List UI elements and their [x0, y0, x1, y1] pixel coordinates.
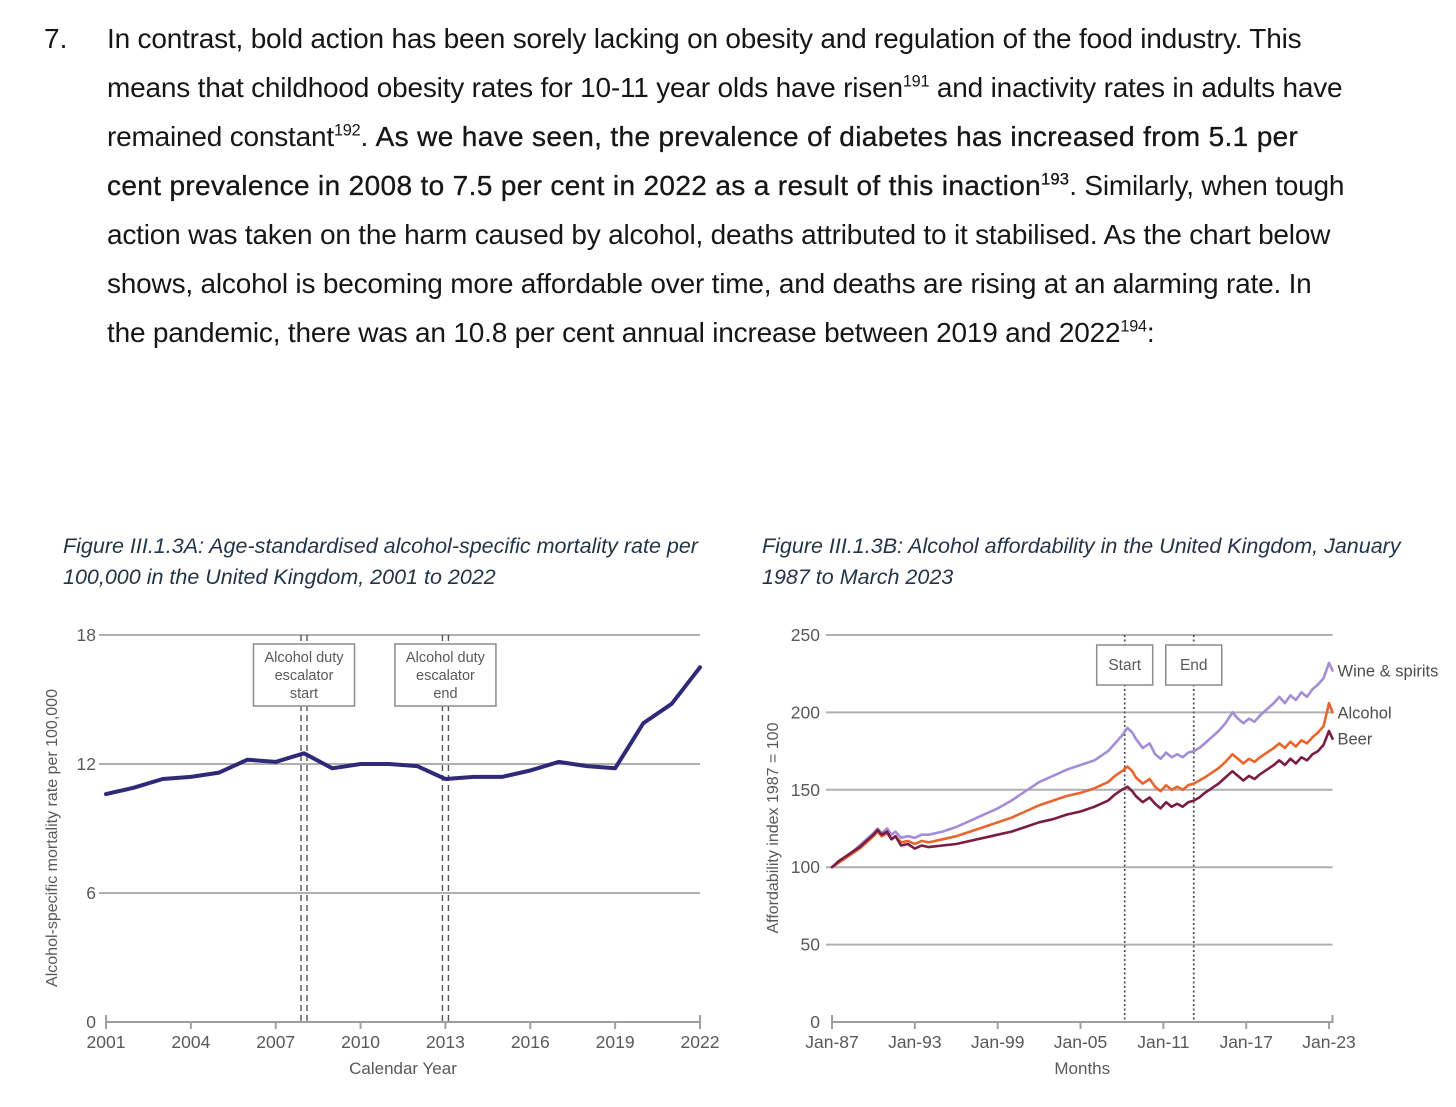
footnote-ref-191: 191: [902, 72, 930, 91]
x-axis-title: Calendar Year: [349, 1059, 457, 1078]
footnote-ref-192: 192: [333, 121, 361, 140]
figure-b-caption: Figure III.1.3B: Alcohol affordability i…: [762, 534, 1401, 589]
annotation-label: end: [433, 686, 457, 702]
annotation-label: End: [1180, 657, 1208, 674]
x-tick-label: 2007: [256, 1032, 295, 1052]
y-tick-label: 12: [77, 754, 96, 774]
y-axis-title: Alcohol-specific mortality rate per 100,…: [44, 689, 61, 987]
series-label-beer: Beer: [1338, 731, 1373, 749]
paragraph-number: 7.: [44, 23, 68, 54]
annotation-box: [1095, 644, 1154, 686]
y-tick-label: 6: [86, 883, 96, 903]
annotation-label: Alcohol duty: [265, 650, 345, 666]
paragraph-segment: and inactivity rates in adults have rema…: [107, 72, 1343, 152]
footnote-ref-193: 193: [1041, 170, 1070, 189]
x-tick-label: 2004: [171, 1032, 210, 1052]
x-tick-label: Jan-11: [1137, 1032, 1189, 1052]
x-tick-label: Jan-99: [971, 1032, 1025, 1052]
figure-b-chart: Start End Jan-87 Jan-93 Jan-99 Jan-05 Jan-11 Ja…: [765, 625, 1439, 1078]
series-line-alcohol: [830, 701, 1334, 869]
x-tick-label: 2010: [341, 1032, 380, 1052]
series-label-alcohol: Alcohol: [1338, 704, 1392, 722]
series-line-age-standardised-alcohol-specific-mortality-rate-per-: [104, 665, 702, 797]
x-tick-label: 2016: [511, 1032, 550, 1052]
y-tick-label: 250: [791, 625, 820, 645]
paragraph-body: In contrast, bold action has been sorely…: [107, 14, 1347, 357]
x-tick-label: Jan-93: [888, 1032, 942, 1052]
annotation-label: Alcohol duty: [406, 650, 486, 666]
y-tick-label: 150: [791, 780, 820, 800]
paragraph-7: 7. In contrast, bold action has been sor…: [44, 14, 1347, 357]
x-tick-label: 2013: [426, 1032, 465, 1052]
paragraph-segment: .: [360, 121, 376, 152]
x-tick-label: 2022: [681, 1032, 720, 1052]
paragraph-segment: :: [1146, 317, 1155, 348]
x-axis-title: Months: [1054, 1059, 1110, 1078]
paragraph-segment: . Similarly, when tough action was taken…: [107, 170, 1345, 348]
x-tick-label: Jan-05: [1054, 1032, 1108, 1052]
series-label-wine-spirits: Wine & spirits: [1338, 663, 1439, 681]
annotation-label: Start: [1108, 657, 1141, 674]
y-tick-label: 50: [801, 935, 821, 955]
series-line-beer: [830, 729, 1334, 869]
series-line-wine-spirits: [830, 661, 1334, 869]
paragraph-segment: As we have seen, the prevalence of diabe…: [107, 121, 1299, 201]
x-tick-label: 2019: [596, 1032, 635, 1052]
x-tick-label: 2001: [87, 1032, 126, 1052]
annotation-label: escalator: [416, 668, 475, 684]
figure-a-caption: Figure III.1.3A: Age-standardised alcoho…: [63, 534, 698, 589]
x-tick-label: Jan-23: [1302, 1032, 1356, 1052]
annotation-box: [1164, 644, 1223, 686]
annotation-label: escalator: [275, 668, 334, 684]
paragraph-segment: In contrast, bold action has been sorely…: [107, 23, 1302, 103]
footnote-ref-194: 194: [1120, 317, 1147, 336]
y-tick-label: 18: [77, 625, 96, 645]
figure-a-chart: Alcohol duty escalator start Alcohol duty es…: [44, 625, 720, 1078]
annotation-label: start: [290, 686, 318, 702]
y-tick-label: 100: [791, 857, 820, 877]
y-tick-label: 0: [810, 1012, 820, 1032]
y-axis-title: Affordability index 1987 = 100: [765, 722, 782, 933]
y-tick-label: 200: [791, 702, 820, 722]
annotation-box: [252, 643, 356, 707]
x-tick-label: Jan-17: [1219, 1032, 1273, 1052]
annotation-box: [394, 643, 497, 707]
x-tick-label: Jan-87: [805, 1032, 859, 1052]
y-tick-label: 0: [86, 1012, 96, 1032]
